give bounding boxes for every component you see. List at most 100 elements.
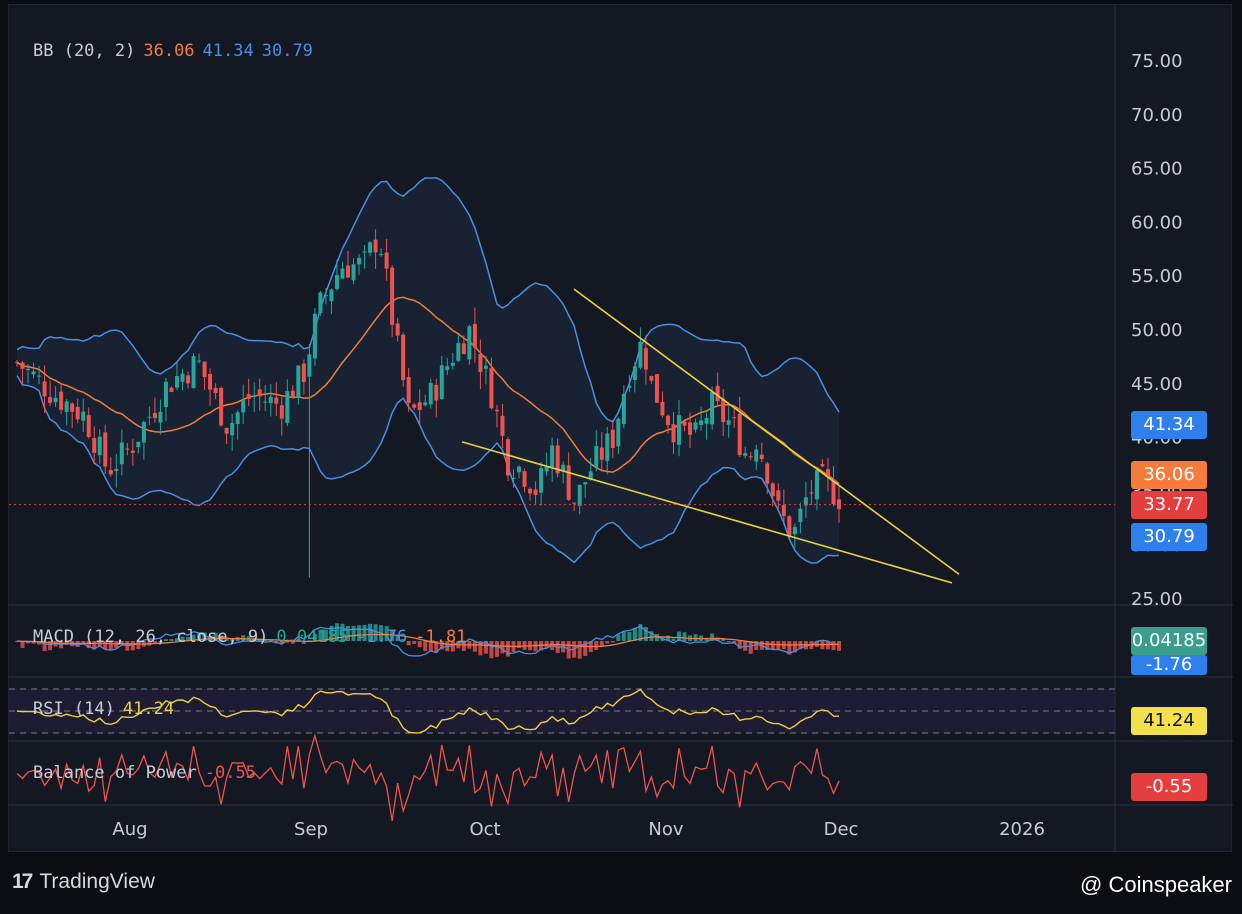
macd-bar (368, 623, 373, 641)
candle-body (235, 412, 240, 425)
candle-body (550, 445, 555, 467)
bop-value: -0.55 (204, 763, 256, 783)
macd-bar (401, 639, 406, 641)
candle-body (191, 356, 196, 389)
candle-body (130, 450, 135, 453)
macd-bar (395, 634, 400, 641)
macd-bar (505, 641, 510, 657)
macd-bar (632, 627, 637, 641)
macd-bar (831, 641, 836, 651)
x-tick-label: Nov (648, 819, 683, 840)
bb-label: BB (20, 2) (33, 41, 136, 61)
candle-body (279, 405, 284, 419)
rsi-value: 41.24 (122, 699, 175, 719)
bop-line (16, 733, 840, 822)
candle-body (368, 242, 373, 253)
candle-body (125, 448, 130, 450)
macd-signal-value: -1.81 (415, 627, 467, 647)
macd-bar (814, 641, 819, 647)
y-tick-label: 50.00 (1131, 320, 1183, 341)
candle-body (114, 468, 119, 471)
candle-body (213, 387, 218, 393)
candle-body (781, 505, 786, 517)
x-tick-label: Sep (294, 819, 328, 840)
candle-body (390, 267, 395, 325)
macd-bar (158, 641, 163, 642)
macd-line (16, 625, 840, 657)
macd-bar (792, 641, 797, 653)
candle-body (688, 422, 693, 435)
macd-bar (390, 630, 395, 641)
candle-body (103, 432, 108, 467)
candle-body (42, 381, 47, 397)
candle-body (108, 469, 113, 475)
bb-lower-line (16, 375, 840, 564)
macd-bar (461, 641, 466, 652)
last-price-tag: 33.77 (1131, 491, 1207, 519)
candle-body (825, 469, 830, 476)
candle-body (494, 409, 499, 412)
candle-body (467, 326, 472, 360)
macd-bar (114, 641, 119, 649)
candle-body (654, 374, 659, 403)
candle-body (638, 341, 643, 368)
candle-body (301, 363, 306, 382)
candle-body (246, 394, 251, 399)
candle-body (224, 427, 229, 434)
macd-bar (169, 639, 174, 641)
macd-bar (610, 641, 615, 643)
candle-body (539, 468, 544, 493)
macd-bar (26, 641, 31, 644)
macd-bar (329, 625, 334, 641)
macd-bar (649, 631, 654, 641)
candle-body (583, 482, 588, 485)
candle-body (312, 313, 317, 359)
candle-body (616, 418, 621, 447)
candle-body (434, 384, 439, 401)
candle-body (48, 397, 53, 403)
tradingview-logo[interactable]: 17 TradingView (12, 870, 155, 894)
price-chart[interactable]: 75.0070.0065.0060.0055.0050.0045.0040.00… (9, 5, 1233, 853)
macd-bar (577, 641, 582, 659)
lower-band-tag: 30.79 (1131, 523, 1207, 551)
candle-body (334, 275, 339, 289)
candle-body (737, 413, 742, 456)
macd-bar (643, 627, 648, 641)
candle-body (357, 257, 362, 265)
rsi-label: RSI (14) (33, 699, 115, 719)
macd-hist-tag: 0.04185 (1131, 627, 1207, 655)
coinspeaker-brand: @ Coinspeaker (1080, 872, 1232, 897)
macd-bar (682, 632, 687, 641)
candle-body (677, 415, 682, 445)
candle-body (152, 412, 157, 418)
macd-bar (351, 625, 356, 641)
candle-body (643, 348, 648, 370)
macd-bar (191, 634, 196, 641)
bb-upper-value: 41.34 (202, 41, 254, 61)
candle-body (528, 488, 533, 494)
macd-bar (37, 641, 42, 645)
candle-body (241, 400, 246, 413)
macd-bar (136, 641, 141, 650)
macd-bar (621, 631, 626, 641)
macd-bar (450, 641, 455, 652)
candle-body (26, 368, 31, 370)
macd-bar (213, 632, 218, 641)
candle-body (621, 394, 626, 425)
candle-body (318, 292, 323, 313)
macd-bar (472, 641, 477, 652)
coinspeaker-logo: @ Coinspeaker (1080, 872, 1232, 898)
candle-body (649, 375, 654, 381)
candle-body (37, 375, 42, 377)
candle-body (323, 295, 328, 297)
macd-bar (605, 641, 610, 644)
candle-body (533, 489, 538, 495)
rsi-legend: RSI (14) 41.24 (33, 699, 182, 719)
candle-body (75, 406, 80, 420)
macd-bar (163, 639, 168, 641)
macd-bar (594, 641, 599, 650)
candle-body (754, 449, 759, 462)
bb-basis-value: 36.06 (143, 41, 195, 61)
macd-bar (748, 641, 753, 654)
candle-body (373, 239, 378, 253)
